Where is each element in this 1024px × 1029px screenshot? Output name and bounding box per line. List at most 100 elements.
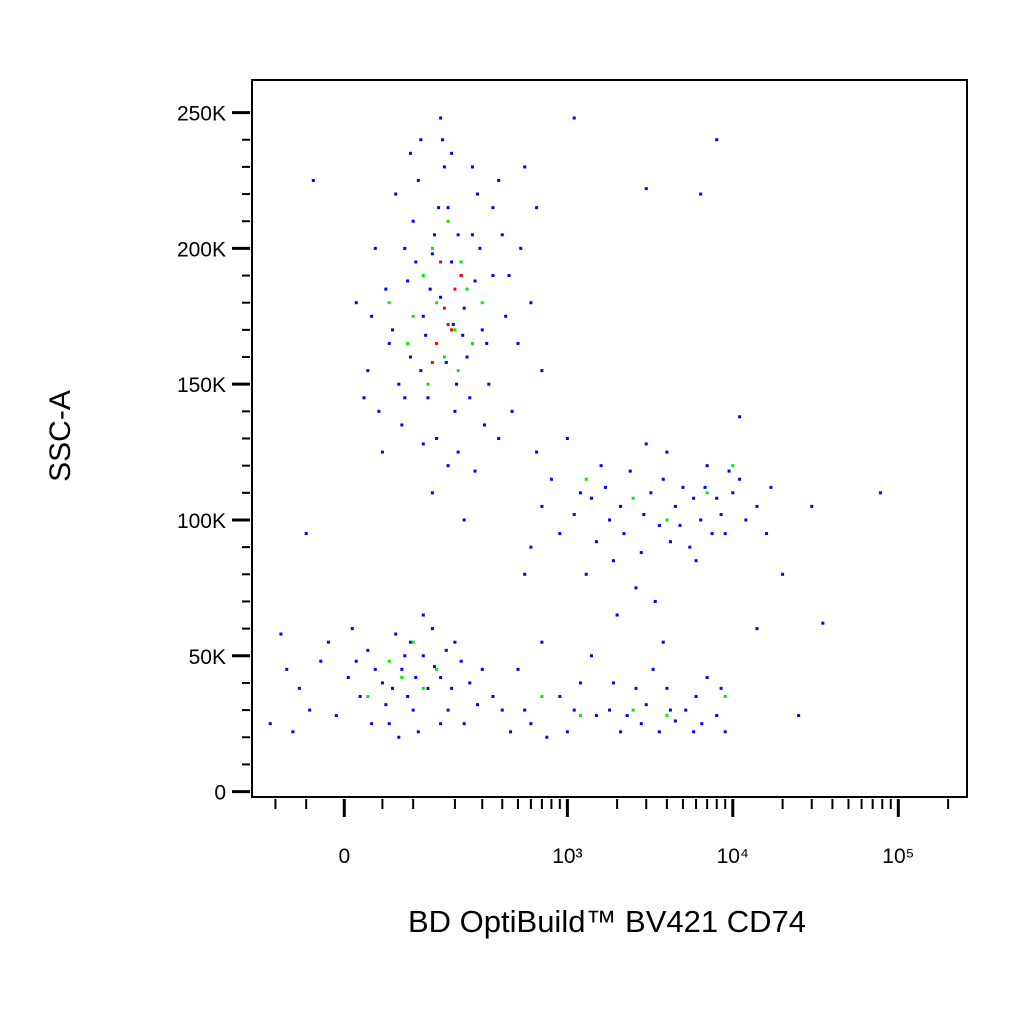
data-point [414,676,418,679]
data-point [692,730,696,734]
data-point [639,722,643,726]
data-point [451,322,455,326]
data-point [719,686,723,690]
data-point [665,518,669,522]
y-tick-label: 0 [214,782,226,805]
data-point [354,659,358,663]
data-point [450,328,454,332]
data-point [473,279,477,283]
data-point [350,627,354,631]
data-point [497,178,501,182]
data-point [346,676,350,679]
data-point [435,437,439,440]
data-point [456,233,460,237]
data-point [491,695,495,699]
data-point [450,686,454,690]
data-point [688,545,692,549]
data-point [403,654,407,658]
data-point [459,260,463,264]
data-point [453,287,457,291]
data-point [456,450,460,454]
data-point [377,409,381,413]
data-point [430,627,434,631]
data-point [545,735,549,739]
data-point [424,333,428,337]
data-point [444,360,448,364]
data-point [419,138,423,142]
data-point [446,708,450,712]
data-point [455,382,459,386]
data-point [644,703,648,707]
data-point [694,559,698,563]
data-point [628,469,632,473]
data-point [421,274,425,278]
data-point [500,233,504,237]
data-point [403,396,407,400]
data-point [414,260,418,264]
data-point [311,178,315,182]
data-point [578,491,582,495]
data-point [661,477,665,481]
data-point [462,306,466,310]
y-tick-label: 50K [189,646,226,669]
data-point [459,659,463,663]
data-point [462,722,466,726]
data-point [439,295,443,299]
data-point [608,518,612,522]
data-point [421,613,425,617]
data-point [665,714,669,718]
data-point [565,730,569,734]
data-point [411,640,415,644]
data-point [715,138,719,142]
data-point [703,485,707,489]
data-point [421,314,425,318]
x-tick-label: 10⁵ [882,845,914,868]
data-point [731,464,735,468]
data-point [435,667,439,671]
data-point [634,686,638,690]
data-point [453,328,457,332]
data-point [878,491,882,495]
data-point [387,301,391,305]
data-point [279,632,283,636]
data-point [631,708,635,712]
data-point [700,722,704,726]
x-tick-label: 10⁴ [717,845,749,868]
data-point [450,260,454,264]
data-point [781,572,785,576]
data-point [285,667,289,671]
data-point [433,665,437,669]
data-point [297,686,301,690]
data-point [450,151,454,155]
data-point [397,735,401,739]
data-point [516,667,520,671]
data-point [487,382,491,386]
data-point [319,659,323,663]
data-point [421,442,425,446]
data-point [572,116,576,120]
data-point [715,496,719,500]
data-point [668,708,672,712]
data-point [727,469,731,473]
data-point [366,648,370,652]
data-point [715,714,719,718]
y-tick-label: 100K [177,510,226,533]
data-point [400,676,404,679]
x-tick-label: 0 [338,845,350,868]
data-point [755,627,759,631]
data-point [694,695,698,699]
data-point [408,640,412,644]
data-point [584,477,588,481]
data-point [619,730,623,734]
data-point [441,138,445,142]
data-point [523,708,527,712]
data-point [478,246,482,250]
data-point [529,545,533,549]
data-point [665,686,669,690]
data-point [411,219,415,223]
data-point [603,485,607,489]
data-point [673,504,677,508]
data-point [373,246,377,250]
y-tick-label: 250K [177,103,226,126]
